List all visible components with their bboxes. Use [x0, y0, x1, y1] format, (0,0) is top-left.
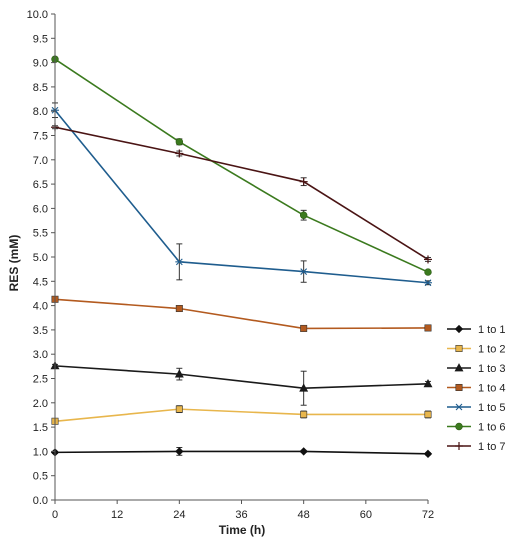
y-tick-label: 0.0 [33, 495, 48, 507]
data-point [300, 324, 308, 332]
series-5 [51, 102, 432, 287]
data-point [424, 255, 432, 264]
data-point [424, 268, 432, 276]
data-point [175, 138, 184, 146]
x-tick-label: 12 [111, 509, 123, 521]
series-line [54, 298, 429, 330]
series-line [54, 450, 429, 455]
y-tick-label: 9.5 [33, 33, 48, 45]
series-4 [51, 295, 432, 332]
data-point [424, 279, 432, 287]
y-tick-label: 7.0 [33, 155, 48, 167]
y-tick-label: 0.5 [33, 471, 48, 483]
legend-label: 1 to 1 [478, 324, 506, 336]
series-line [54, 126, 429, 261]
legend-label: 1 to 6 [478, 422, 506, 434]
legend-item: 1 to 5 [447, 402, 506, 414]
y-tick-label: 2.5 [33, 374, 48, 386]
data-point [423, 379, 433, 388]
y-tick-label: 3.5 [33, 325, 48, 337]
x-tick-label: 24 [173, 509, 185, 521]
y-tick-label: 5.0 [33, 252, 48, 264]
data-point [299, 268, 308, 275]
y-tick-label: 1.5 [33, 422, 48, 434]
legend-marker [455, 403, 463, 411]
marker-stroke [175, 258, 183, 266]
legend-label: 1 to 5 [478, 402, 506, 414]
y-tick-label: 8.0 [33, 106, 48, 118]
y-tick-label: 7.5 [33, 131, 48, 143]
legend-marker [454, 363, 464, 372]
data-point [174, 369, 184, 378]
data-point [175, 258, 184, 266]
data-point [175, 149, 184, 158]
x-axis-title: Time (h) [219, 523, 265, 537]
legend: 1 to 1 1 to 2 1 to 3 1 to 4 1 to 5 1 to 6 1 to… [447, 324, 506, 453]
legend-item: 1 to 7 [447, 441, 506, 453]
legend-marker [455, 383, 463, 391]
series-line [54, 408, 428, 423]
legend-item: 1 to 3 [447, 363, 506, 375]
legend-label: 1 to 3 [478, 363, 506, 375]
data-point [175, 305, 183, 313]
legend-item: 1 to 6 [447, 422, 506, 434]
y-tick-label: 9.0 [33, 58, 48, 70]
legend-label: 1 to 7 [478, 441, 506, 453]
legend-marker [455, 344, 463, 352]
marker-stroke [424, 279, 432, 287]
y-tick-label: 3.0 [33, 349, 48, 361]
series-1 [50, 447, 433, 458]
x-tick-label: 0 [52, 509, 58, 521]
legend-label: 1 to 2 [478, 344, 506, 356]
y-tick-label: 4.5 [33, 276, 48, 288]
x-tick-label: 60 [360, 509, 372, 521]
data-point [299, 177, 308, 186]
data-point [299, 211, 308, 219]
legend-item: 1 to 1 [447, 324, 506, 336]
plot-area [50, 55, 433, 458]
series-6 [51, 55, 432, 276]
y-tick-label: 6.0 [33, 203, 48, 215]
data-point [423, 449, 433, 458]
legend-item: 1 to 2 [447, 344, 506, 356]
y-tick-label: 8.5 [33, 82, 48, 94]
data-point [299, 447, 308, 456]
series-line [54, 365, 429, 390]
x-tick-label: 36 [235, 509, 247, 521]
data-point [424, 324, 432, 332]
data-point [424, 410, 432, 418]
series-line [54, 58, 429, 273]
series-2 [51, 405, 432, 425]
legend-marker [455, 422, 463, 431]
series-line [54, 109, 429, 284]
legend-marker [455, 442, 463, 450]
series-3 [50, 361, 433, 406]
axes: 0.0 0.5 1.0 1.5 2.0 2.5 3.0 3.5 4.0 4.5 5.0 5.5 6.0 6… [27, 9, 435, 521]
legend-marker [454, 324, 464, 334]
y-axis-title: RES (mM) [7, 235, 21, 292]
data-point [175, 447, 184, 456]
legend-label: 1 to 4 [478, 383, 506, 395]
x-tick-label: 48 [298, 509, 310, 521]
x-tick-label: 72 [422, 509, 434, 521]
series-7 [51, 123, 432, 264]
y-tick-label: 2.0 [33, 398, 48, 410]
marker-stroke [455, 403, 463, 411]
y-tick-label: 6.5 [33, 179, 48, 191]
y-tick-label: 1.0 [33, 446, 48, 458]
legend-item: 1 to 4 [447, 383, 506, 395]
data-point [300, 410, 308, 418]
y-tick-label: 10.0 [27, 9, 48, 21]
y-tick-label: 4.0 [33, 301, 48, 313]
data-point [299, 383, 309, 392]
y-tick-label: 5.5 [33, 228, 48, 240]
marker-stroke [300, 268, 308, 275]
data-point [175, 405, 183, 413]
